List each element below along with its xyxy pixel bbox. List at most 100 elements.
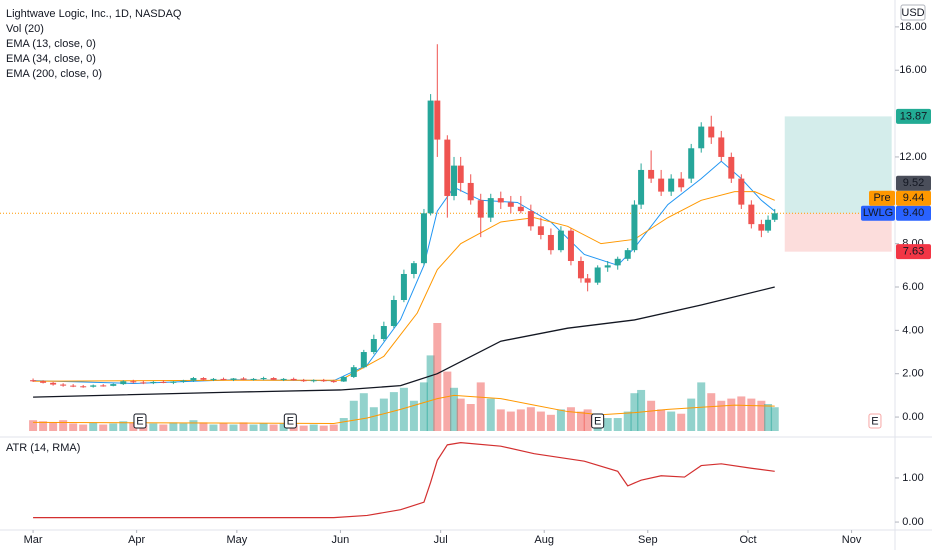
candle-body: [260, 378, 267, 380]
volume-legend: Vol (20): [6, 23, 44, 35]
candle-body: [290, 378, 297, 381]
candle-body: [638, 169, 645, 205]
premarket-tag-name-box: [869, 190, 895, 206]
ema-line: [33, 286, 775, 398]
volume-bar: [546, 414, 555, 431]
last-price-tag-box: [896, 205, 931, 221]
volume-bar: [613, 418, 622, 431]
candle-body: [130, 381, 137, 383]
volume-bar: [496, 409, 505, 431]
candle-body: [758, 224, 765, 231]
legend-entry: EMA (200, close, 0): [6, 68, 102, 80]
x-tick-label: May: [226, 534, 247, 546]
volume-bar: [717, 400, 726, 431]
volume-bar: [697, 382, 706, 431]
volume-bar: [747, 398, 756, 431]
volume-bar: [687, 398, 696, 431]
candle-body: [771, 213, 778, 220]
currency-box: [900, 4, 926, 21]
volume-bar: [39, 421, 48, 431]
volume-bar: [456, 398, 465, 431]
earnings-label: E: [594, 415, 601, 427]
candle-body: [30, 380, 37, 382]
candle-body: [400, 273, 407, 301]
price-tag-label: 9.52: [903, 177, 924, 189]
earnings-marker: [591, 413, 605, 429]
volume-bar: [623, 411, 632, 431]
candle-body: [457, 165, 464, 183]
earnings-marker: [868, 413, 882, 429]
candle-body: [280, 378, 287, 380]
candle-body: [765, 219, 772, 231]
volume-bar: [476, 382, 485, 431]
volume-bar: [219, 423, 228, 431]
candle-body: [537, 226, 544, 235]
volume-bar: [677, 413, 686, 431]
candle-body: [658, 178, 665, 192]
candle-body: [160, 381, 167, 383]
volume-bar: [443, 371, 452, 431]
volume-bar: [566, 407, 575, 431]
x-tick-label: Aug: [534, 534, 554, 546]
volume-bar: [647, 400, 656, 431]
candle-body: [320, 380, 327, 382]
candle-body: [270, 378, 277, 380]
y-tick-label: 0.00: [902, 516, 923, 528]
candle-body: [708, 126, 715, 138]
volume-bar: [249, 424, 258, 431]
candle-body: [110, 384, 117, 386]
candle-body: [380, 326, 387, 340]
y-tick-label: 16.00: [899, 64, 927, 76]
atr-legend: ATR (14, RMA): [6, 442, 80, 454]
volume-bar: [349, 400, 358, 431]
candle-body: [420, 213, 427, 264]
chart-title: Lightwave Logic, Inc., 1D, NASDAQ: [6, 8, 182, 20]
y-tick-label: 12.00: [899, 151, 927, 163]
volume-bar: [667, 411, 676, 431]
candle-body: [170, 381, 177, 383]
volume-bar: [129, 422, 138, 431]
volume-bar: [69, 423, 78, 431]
volume-bar: [359, 393, 368, 431]
ema-line: [33, 160, 776, 384]
volume-bar: [399, 387, 408, 431]
currency: USD: [901, 7, 924, 19]
candle-body: [497, 198, 504, 203]
candle-body: [410, 263, 417, 274]
volume-bar: [556, 409, 565, 431]
candle-body: [738, 178, 745, 205]
volume-bar: [199, 422, 208, 431]
candle-body: [100, 385, 107, 387]
volume-bar: [576, 411, 585, 431]
volume-bar: [707, 393, 716, 431]
volume-bar: [339, 418, 348, 431]
volume-bar: [109, 423, 118, 431]
stop-tag-box: [896, 244, 931, 260]
x-tick-label: Apr: [128, 534, 145, 546]
volume-bar: [149, 423, 158, 431]
volume-bar: [770, 407, 779, 431]
y-tick-label: 0.00: [902, 411, 923, 423]
earnings-marker: [133, 413, 147, 429]
ema-line: [33, 191, 775, 382]
volume-bar: [209, 424, 218, 431]
last-price-tag-name: LWLG: [863, 207, 893, 219]
candle-body: [340, 376, 347, 382]
candle-body: [631, 204, 638, 251]
volume-bar: [179, 423, 188, 431]
candle-body: [427, 100, 434, 214]
x-tick-label: Oct: [739, 534, 756, 546]
candle-body: [120, 381, 127, 385]
volume-bar: [737, 396, 746, 431]
earnings-label: E: [136, 415, 143, 427]
candle-body: [567, 230, 574, 261]
volume-bar: [279, 423, 288, 431]
earnings-label: E: [287, 415, 294, 427]
volume-bar: [630, 393, 639, 431]
candle-body: [220, 378, 227, 380]
candle-body: [90, 385, 97, 387]
candle-body: [477, 200, 484, 218]
candle-body: [444, 139, 451, 196]
y-tick-label: 4.00: [902, 324, 923, 336]
